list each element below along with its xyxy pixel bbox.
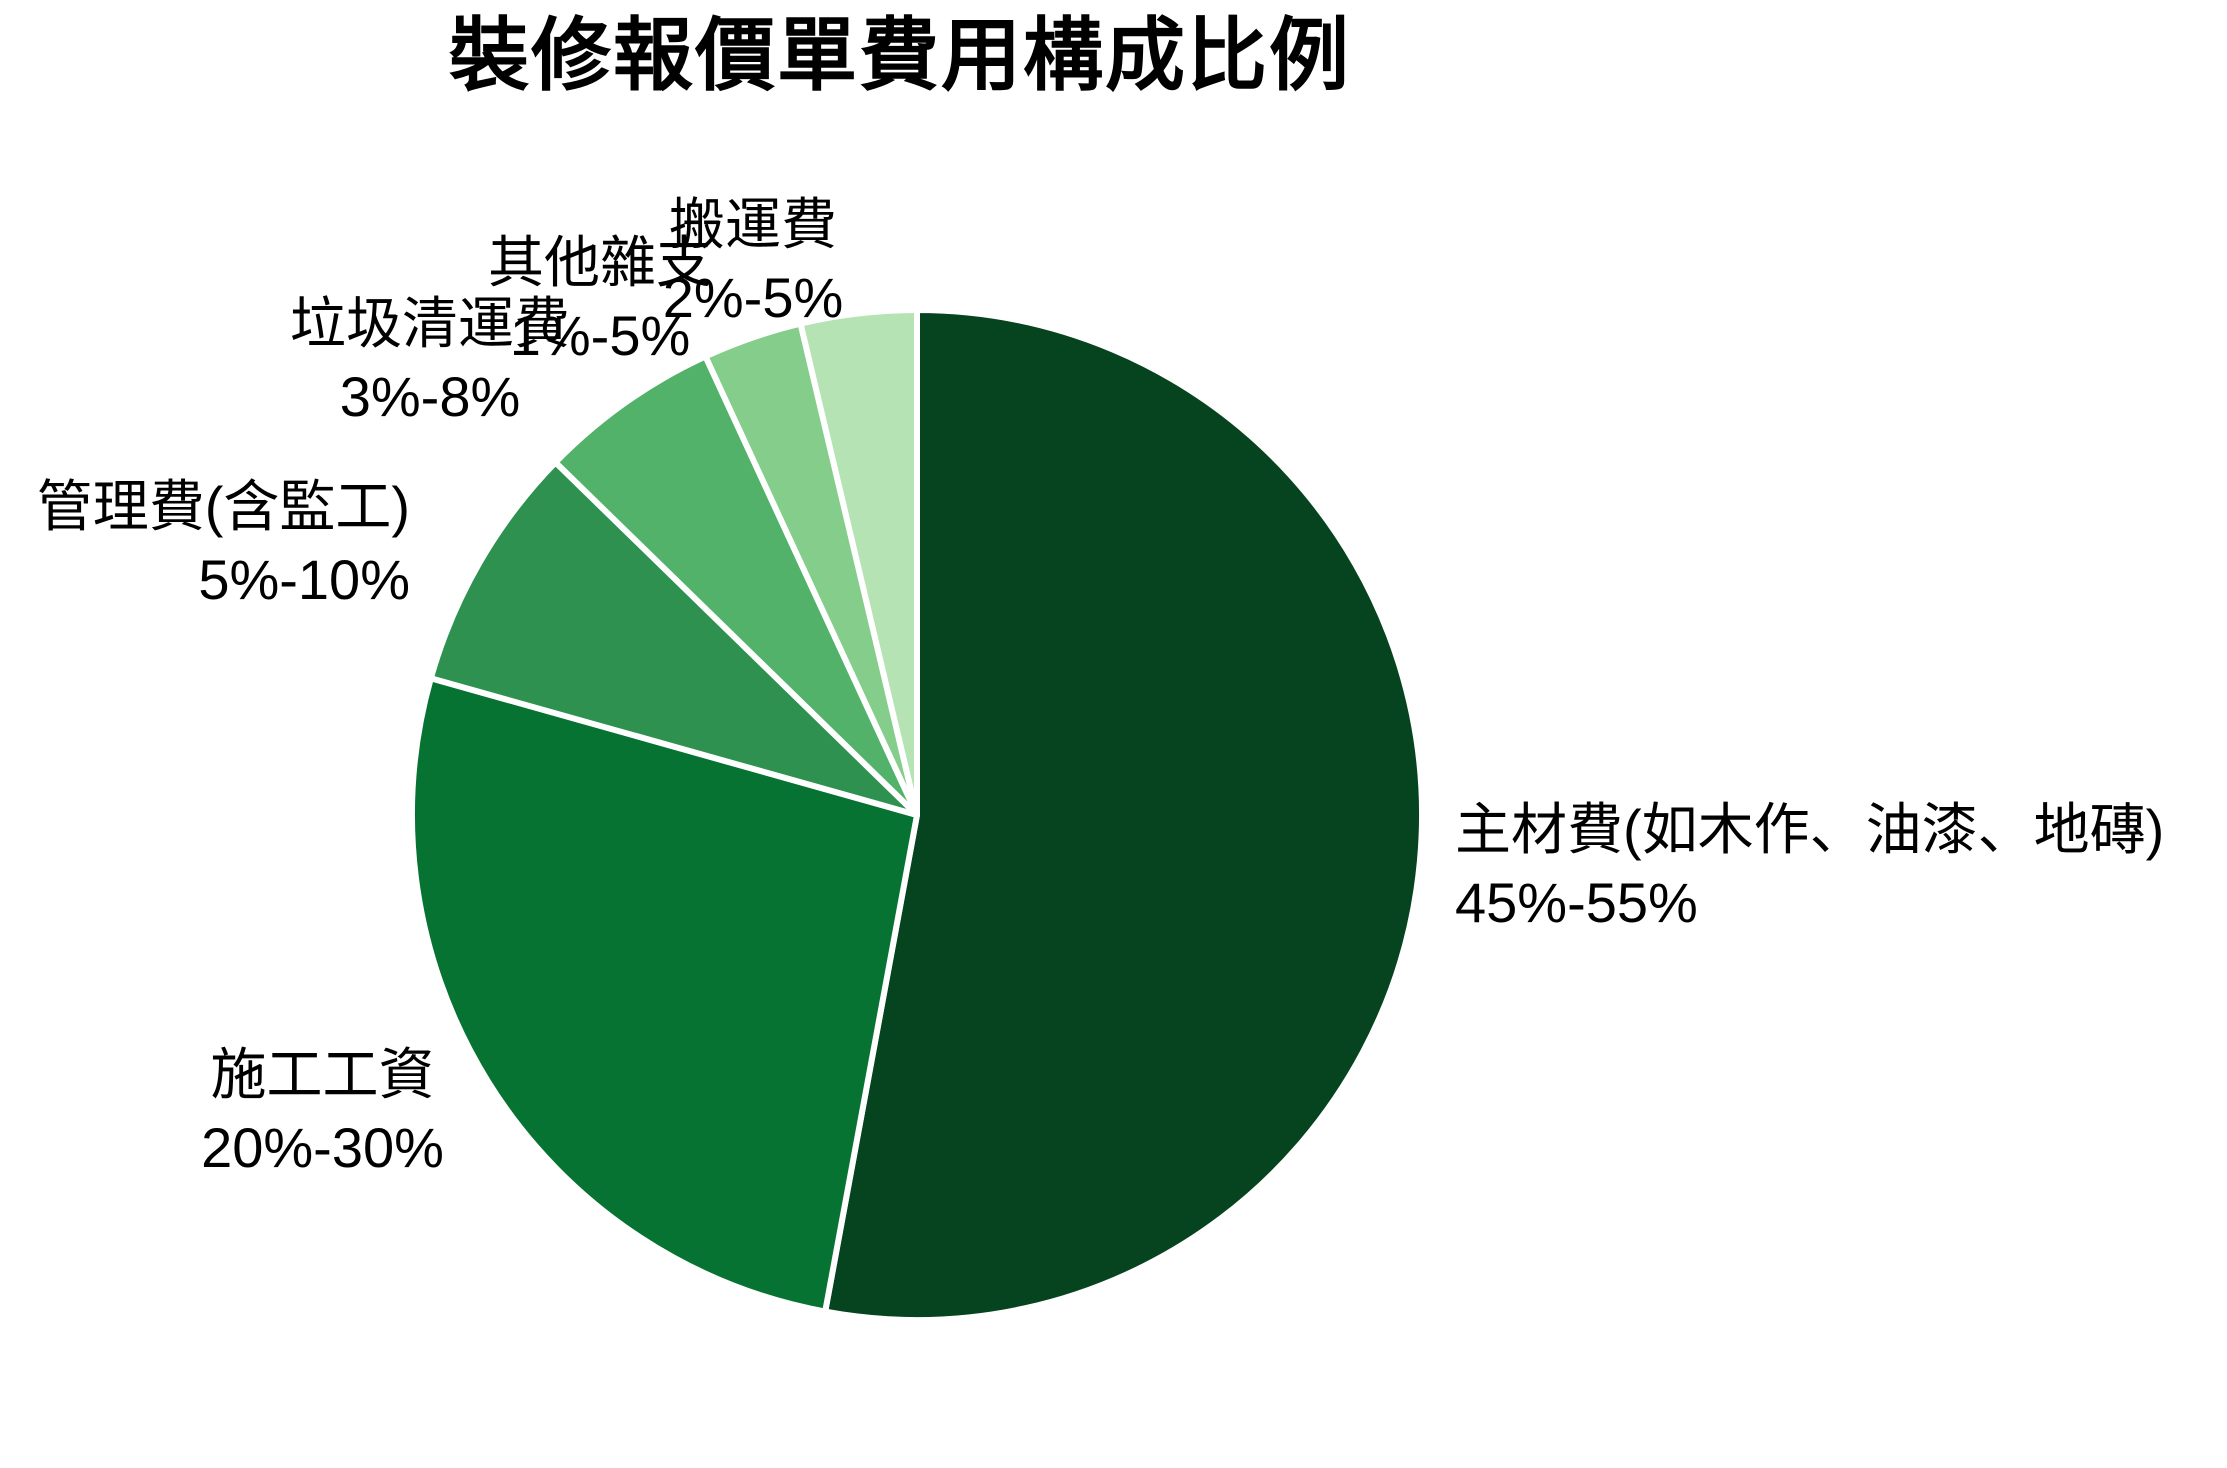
slice-label-garbage-removal: 垃圾清運費 3%-8% [225, 287, 635, 433]
slice-label-misc-expenses: 其他雜支 1%-5% [400, 226, 800, 372]
slice-range-text: 5%-10% [198, 548, 410, 611]
slice-label-text: 垃圾清運費 [290, 292, 570, 355]
slice-label-main-materials: 主材費(如木作、油漆、地磚) 45%-55% [1455, 793, 2227, 939]
slice-label-management-fee: 管理費(含監工) 5%-10% [5, 470, 410, 616]
slice-range-text: 3%-8% [339, 365, 521, 428]
slice-label-text: 搬運費 [669, 193, 837, 256]
pie-chart [409, 307, 1425, 1323]
pie-slice-management-fee [427, 459, 920, 818]
slice-range-text: 1%-5% [509, 304, 691, 367]
slice-label-text: 施工工資 [210, 1043, 435, 1106]
chart-title: 裝修報價單費用構成比例 [449, 11, 1351, 100]
pie-slice-garbage-removal [552, 353, 920, 818]
pie-slice-main-materials [822, 307, 1425, 1323]
chart-title-container: 裝修報價單費用構成比例 [0, 8, 1800, 104]
slice-range-text: 2%-5% [662, 266, 844, 329]
pie-slice-construction-labor [409, 675, 920, 1315]
slice-range-text: 45%-55% [1455, 871, 1698, 934]
pie-slice-moving-fee [797, 307, 920, 818]
slice-label-moving-fee: 搬運費 2%-5% [553, 188, 953, 334]
slice-range-text: 20%-30% [201, 1116, 444, 1179]
slice-label-construction-labor: 施工工資 20%-30% [120, 1038, 525, 1184]
slice-label-text: 管理費(含監工) [36, 475, 410, 538]
slice-label-text: 其他雜支 [488, 231, 712, 294]
slice-label-text: 主材費(如木作、油漆、地磚) [1455, 798, 2165, 861]
